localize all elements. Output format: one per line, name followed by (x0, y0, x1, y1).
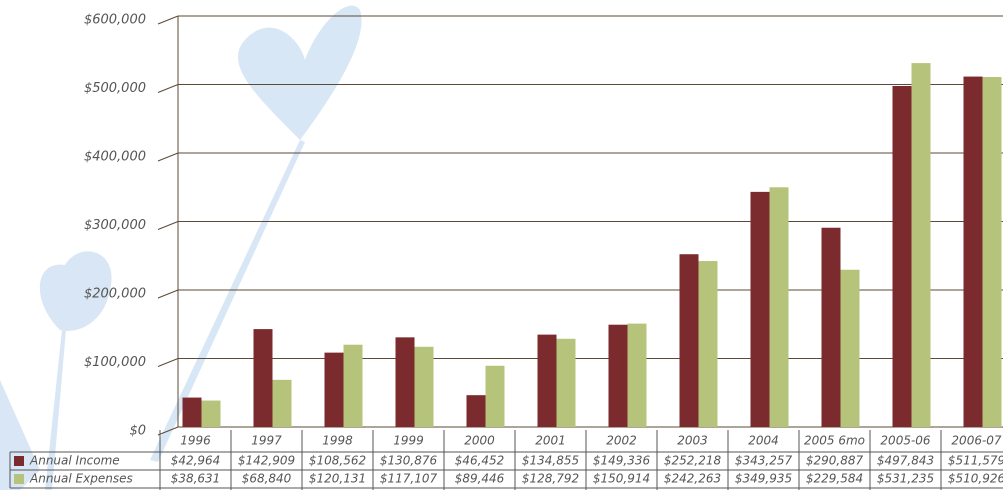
y-tick-label: $600,000 (84, 13, 146, 28)
background-decoration (0, 6, 362, 490)
y-tick-label: $0 (129, 424, 146, 439)
table-value: $242,263 (664, 472, 721, 486)
bar (628, 324, 647, 427)
table-value: $130,876 (380, 454, 438, 468)
table-value: $46,452 (455, 454, 505, 468)
x-tick-label: 2002 (606, 434, 637, 448)
bar (912, 63, 931, 427)
bar (557, 339, 576, 427)
table-value: $510,926 (948, 472, 1003, 486)
bar (699, 261, 718, 427)
table-value: $38,631 (171, 472, 221, 486)
bar (609, 325, 628, 427)
data-table: 1996 $42,964 $38,631 1997 $142,909 $68,840 199… (10, 430, 1003, 490)
bar (751, 192, 770, 427)
table-value: $134,855 (522, 454, 579, 468)
table-value: $142,909 (238, 454, 295, 468)
y-tick-label: $200,000 (84, 287, 146, 302)
table-value: $229,584 (806, 472, 863, 486)
table-value: $117,107 (380, 472, 438, 486)
bar (893, 86, 912, 427)
bar (254, 329, 273, 427)
bar (822, 228, 841, 427)
table-value: $108,562 (309, 454, 366, 468)
tick-mark (158, 290, 178, 298)
bar (396, 337, 415, 427)
table-value: $128,792 (522, 472, 579, 486)
x-tick-label: 2006-07 (951, 434, 1002, 448)
bar (202, 401, 221, 427)
x-tick-label: 2005-06 (880, 434, 931, 448)
x-tick-label: 2001 (535, 434, 566, 448)
tick-mark (158, 222, 178, 230)
bar (325, 353, 344, 427)
y-tick-label: $300,000 (84, 218, 146, 233)
table-value: $89,446 (455, 472, 505, 486)
bar (486, 366, 505, 427)
x-tick-label: 1998 (322, 434, 353, 448)
table-value: $68,840 (242, 472, 292, 486)
tick-mark (158, 153, 178, 161)
table-value: $42,964 (171, 454, 221, 468)
bar (273, 380, 292, 427)
x-tick-label: 1996 (180, 434, 211, 448)
x-tick-label: 1999 (393, 434, 424, 448)
tick-mark (158, 16, 178, 24)
x-tick-label: 2003 (677, 434, 708, 448)
y-tick-label: $400,000 (84, 150, 146, 165)
bar (415, 347, 434, 427)
legend-label: Annual Expenses (29, 472, 133, 486)
bar (770, 187, 789, 427)
y-tick-label: $100,000 (84, 355, 146, 370)
bar (538, 335, 557, 427)
table-value: $531,235 (877, 472, 934, 486)
table-value: $511,579 (948, 454, 1003, 468)
plot: $0 $100,000 $200,000 $300,000 $400,000 $500,0… (84, 13, 1003, 439)
x-tick-label: 1997 (251, 434, 282, 448)
table-value: $290,887 (806, 454, 864, 468)
table-value: $349,935 (735, 472, 792, 486)
y-tick-label: $500,000 (84, 81, 146, 96)
bar (344, 345, 363, 427)
tick-mark (158, 359, 178, 367)
table-value: $149,336 (593, 454, 651, 468)
bar (680, 254, 699, 427)
x-tick-label: 2004 (748, 434, 779, 448)
table-value: $120,131 (309, 472, 366, 486)
chart: $0 $100,000 $200,000 $300,000 $400,000 $500,0… (0, 0, 1003, 490)
bar (841, 270, 860, 427)
table-value: $497,843 (877, 454, 934, 468)
legend-swatch (14, 474, 24, 484)
bar (467, 395, 486, 427)
x-tick-label: 2005 6mo (804, 434, 865, 448)
bar (964, 77, 983, 427)
table-value: $150,914 (593, 472, 650, 486)
legend-swatch (14, 456, 24, 466)
table-value: $252,218 (664, 454, 722, 468)
table-value: $343,257 (735, 454, 793, 468)
bar (183, 398, 202, 427)
bar (983, 77, 1002, 427)
tick-mark (158, 85, 178, 93)
x-tick-label: 2000 (464, 434, 495, 448)
legend-label: Annual Income (29, 454, 120, 468)
